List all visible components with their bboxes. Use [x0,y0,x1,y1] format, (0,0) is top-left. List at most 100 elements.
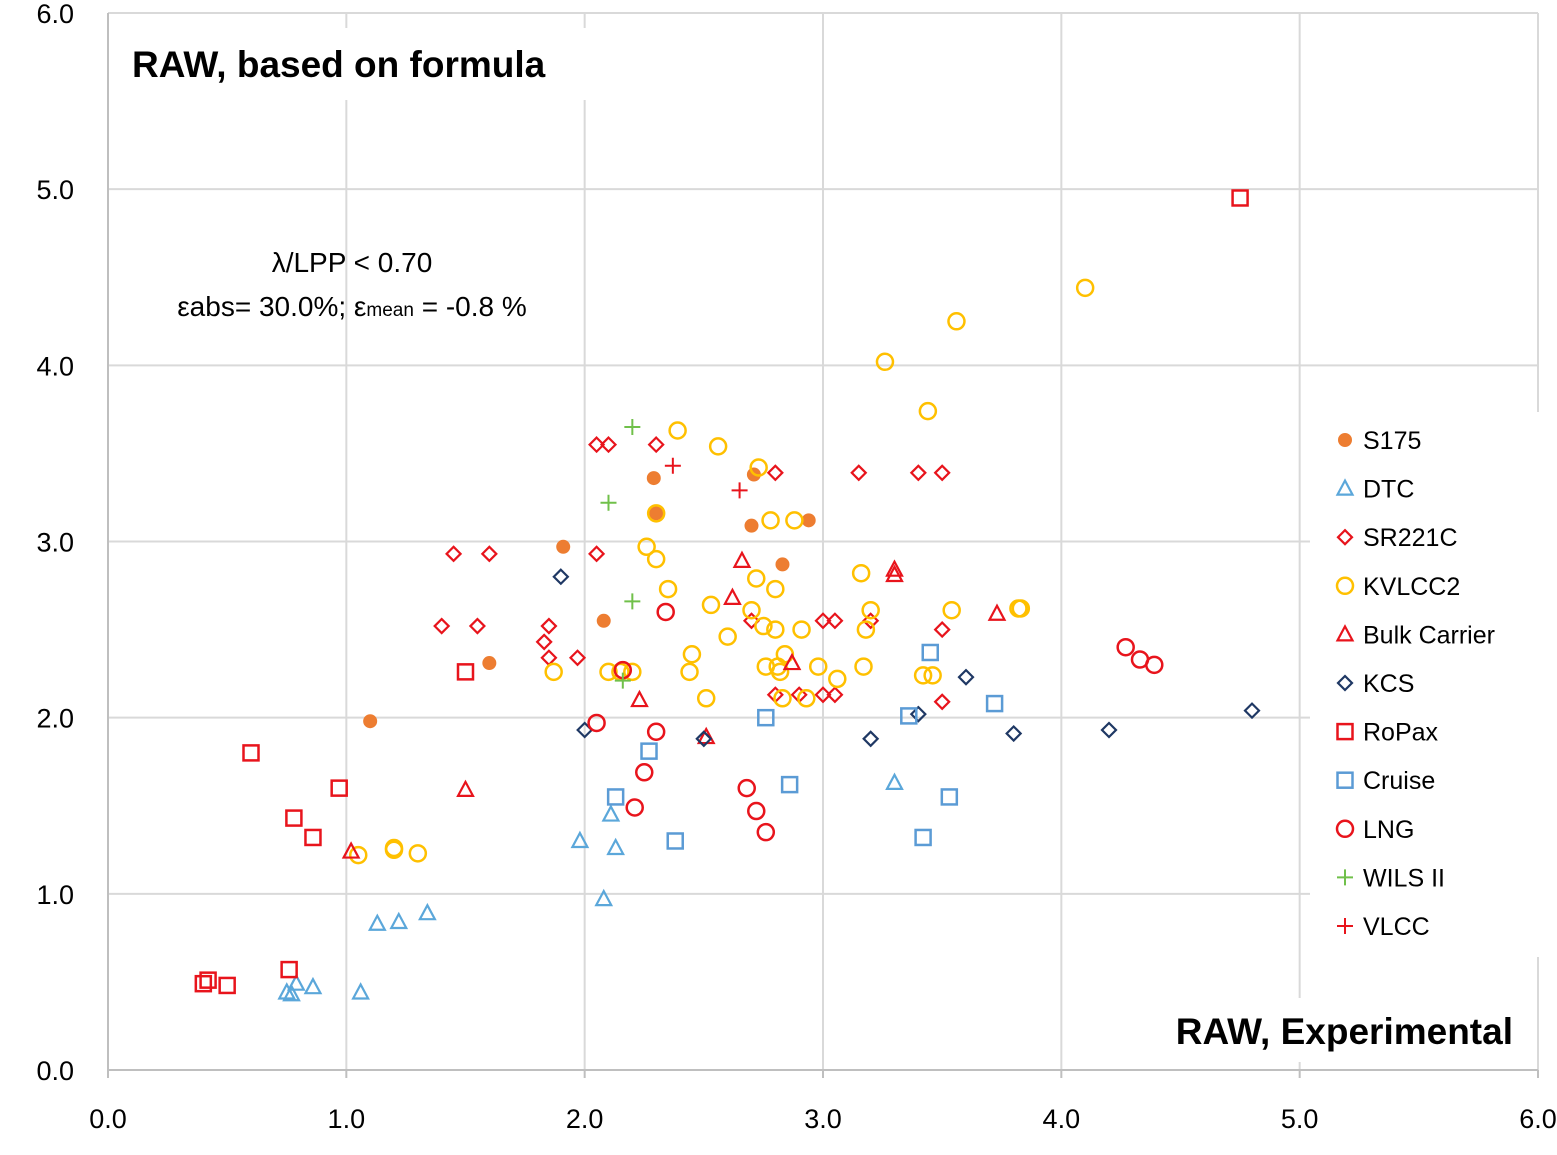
legend-label: KVLCC2 [1363,573,1460,601]
data-point [757,708,775,727]
data-point [480,545,498,563]
data-point [637,537,656,557]
data-point [194,974,213,993]
x-tick-label: 4.0 [1043,1104,1081,1134]
legend-marker [1337,869,1353,886]
data-point [535,633,553,651]
legend-item: KVLCC2 [1335,573,1460,601]
data-point [552,568,570,586]
data-point [780,775,799,794]
data-point [1243,702,1261,720]
x-tick-label: 6.0 [1519,1104,1557,1134]
data-point [280,960,298,979]
data-point [742,612,761,630]
legend-marker [1338,433,1352,447]
legend-item: Bulk Carrier [1335,621,1495,649]
data-point [947,312,966,331]
data-point [303,976,323,995]
legend-item: Cruise [1336,767,1435,795]
data-point [285,809,303,827]
series-dtc [277,772,904,1002]
legend-label: Cruise [1363,767,1435,795]
legend-item: RoPax [1336,719,1439,747]
data-point [801,513,816,528]
legend-marker [1335,576,1355,596]
x-tick-label: 3.0 [804,1104,842,1134]
annotation-line-2-b: = -0.8 % [414,291,527,322]
data-point [658,579,678,599]
data-point [987,603,1007,621]
data-point [744,518,759,533]
x-tick-label: 2.0 [566,1104,604,1134]
data-point [456,779,475,797]
data-point [918,401,938,421]
annotation-line-2-a: εabs= 30.0%; ε [177,291,366,322]
series-ropax [194,189,1249,995]
data-point [1145,655,1164,675]
data-point [1100,721,1118,739]
legend-item: VLCC [1337,913,1430,941]
data-point [701,595,721,615]
legend-label: LNG [1363,816,1414,844]
data-point [218,976,236,995]
data-point [351,982,370,1000]
tick-labels: 0.0 1.0 2.0 3.0 4.0 5.0 6.0 0.0 1.0 2.0 3.0 4.0 5.0 6… [36,0,1556,1134]
data-point [732,550,752,568]
data-point [923,666,942,685]
data-point [723,587,742,605]
data-point [1116,637,1135,657]
legend-label: WILS II [1363,864,1445,892]
data-point [625,798,644,817]
legend-item: WILS II [1337,864,1445,892]
data-point [408,844,428,863]
data-point [766,620,785,639]
data-point [828,669,847,689]
legend-marker [1337,918,1353,934]
data-point [600,494,617,511]
data-point [797,689,816,708]
data-point [785,511,804,530]
data-point [933,464,951,482]
series-wils-ii [600,418,641,689]
data-point [737,778,756,798]
data-point [282,983,301,1002]
data-point [1231,189,1249,207]
data-point [854,657,873,676]
data-point [914,828,932,847]
data-point [666,832,684,850]
data-point [909,464,927,482]
xlabel-background [1120,998,1530,1062]
legend-label: SR221C [1363,524,1458,552]
data-point [985,694,1004,713]
data-point [940,788,959,806]
data-point [646,504,666,523]
data-point [747,801,766,821]
data-point [367,913,387,931]
y-tick-label: 5.0 [36,175,74,205]
data-point [885,564,904,583]
data-point [544,662,563,682]
data-point [696,689,716,708]
data-point [594,888,614,907]
data-point [568,649,587,667]
data-point [808,657,828,676]
data-point [601,804,621,822]
data-point [731,482,748,499]
data-point [277,982,297,1000]
data-point [384,840,404,860]
data-point [624,418,641,435]
data-point [640,742,658,760]
data-point [606,837,625,856]
data-point [775,557,790,572]
data-point [433,617,451,635]
data-point [766,579,785,599]
data-point [742,600,761,620]
data-point [341,841,361,859]
data-point [933,693,951,711]
legend-label: DTC [1363,476,1414,504]
data-point [623,662,642,682]
data-point [635,763,654,782]
data-point [708,437,728,456]
